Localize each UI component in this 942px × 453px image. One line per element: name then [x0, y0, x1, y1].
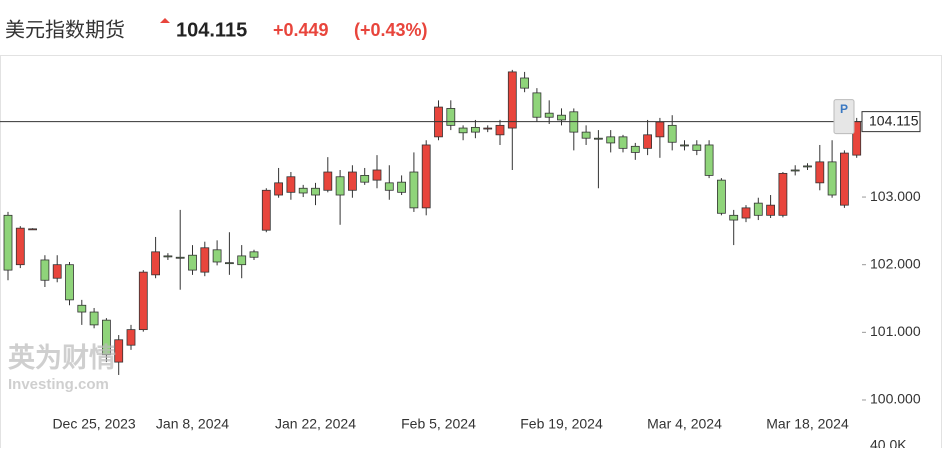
candle-body: [766, 204, 775, 216]
candle-body: [741, 207, 751, 219]
candle-body: [803, 165, 812, 168]
candle-body: [15, 227, 25, 266]
price-change: +0.449: [273, 20, 329, 40]
candle-body: [483, 127, 493, 130]
candle-body: [655, 121, 665, 138]
watermark-site: Investing.com: [8, 376, 109, 393]
candle-body: [286, 176, 296, 193]
candle-body: [729, 214, 739, 221]
candle-body: [704, 144, 714, 176]
candle-body: [188, 254, 197, 271]
candle-body: [249, 251, 259, 258]
marker-label: P: [840, 102, 848, 116]
last-price: 104.115: [176, 19, 247, 41]
candle-body: [717, 179, 726, 214]
candle-body: [3, 214, 13, 271]
candle-body: [495, 124, 505, 136]
y-tick-label: 100.000: [870, 391, 921, 407]
x-tick-label: Mar 18, 2024: [766, 416, 849, 432]
candle-body: [384, 182, 394, 191]
up-arrow: [160, 18, 170, 23]
candle-body: [557, 114, 566, 121]
candle-body: [446, 108, 456, 126]
instrument-name: 美元指数期货: [5, 18, 125, 41]
candle-body: [360, 175, 370, 183]
candle-body: [790, 169, 800, 172]
x-tick-label: Mar 4, 2024: [647, 416, 722, 432]
candle-body: [630, 145, 640, 153]
candle-body: [421, 144, 431, 209]
chart-frame: [0, 55, 942, 453]
candle-body: [311, 187, 320, 196]
candle-body: [594, 137, 603, 140]
plot-area: 100.000 101.000 102.000 103.000 40.0K Dec 25,…: [0, 69, 921, 453]
candle-body: [200, 247, 210, 273]
y-tick-label: 101.000: [870, 323, 921, 339]
candle-body: [175, 256, 185, 259]
volume-tick-label: 40.0K: [870, 437, 907, 448]
candle-body: [544, 112, 554, 118]
candle-body: [778, 172, 788, 216]
last-price-box: [861, 111, 921, 133]
candle-body: [815, 161, 825, 184]
last-price-label: 104.115: [869, 112, 919, 128]
candle-body: [840, 152, 849, 206]
candle-body: [827, 161, 837, 196]
candle-body: [397, 181, 407, 193]
candle-body: [507, 71, 517, 129]
candle-body: [163, 255, 173, 258]
candle-body: [138, 271, 148, 331]
candle-body: [532, 92, 542, 118]
candle-body: [458, 127, 468, 134]
x-tick-label: Jan 8, 2024: [156, 416, 229, 432]
candle-body: [753, 202, 763, 216]
candle-body: [102, 319, 111, 356]
candle-body: [335, 176, 345, 196]
candle-body: [520, 77, 529, 89]
x-tick-label: Feb 5, 2024: [401, 416, 476, 432]
candle-body: [77, 304, 87, 313]
candle-body: [606, 136, 616, 144]
candle-body: [470, 126, 480, 133]
marker-box: [833, 99, 855, 135]
candle-body: [692, 144, 702, 151]
candle-body: [212, 249, 222, 263]
candle-body: [298, 187, 308, 194]
candle-body: [409, 171, 419, 209]
candle-body: [680, 144, 689, 147]
candle-body: [151, 251, 161, 276]
candle-body: [372, 169, 382, 181]
y-tick-label: 103.000: [870, 188, 921, 204]
x-tick-label: Jan 22, 2024: [275, 416, 356, 432]
candle-body: [667, 124, 677, 143]
candle-body: [114, 339, 124, 363]
candle-body: [581, 131, 591, 139]
price-change-pct: (+0.43%): [354, 20, 428, 40]
candle-body: [237, 255, 247, 266]
candle-body: [224, 262, 234, 265]
watermark-brand: 英为财情: [8, 343, 116, 373]
x-tick-label: Feb 19, 2024: [520, 416, 603, 432]
candle-body: [323, 171, 333, 191]
candle-body: [643, 134, 652, 149]
candle-body: [28, 228, 38, 231]
candle-body: [40, 259, 50, 281]
candle-body: [52, 264, 62, 279]
x-tick-label: Dec 25, 2023: [52, 416, 135, 432]
candle-body: [65, 264, 74, 301]
candle-body: [126, 329, 136, 346]
y-tick-label: 102.000: [870, 255, 921, 271]
candle-body: [261, 189, 271, 231]
candle-body: [347, 171, 357, 191]
candle-body: [274, 182, 284, 196]
candle-body: [618, 136, 628, 149]
candle-body: [89, 311, 99, 326]
